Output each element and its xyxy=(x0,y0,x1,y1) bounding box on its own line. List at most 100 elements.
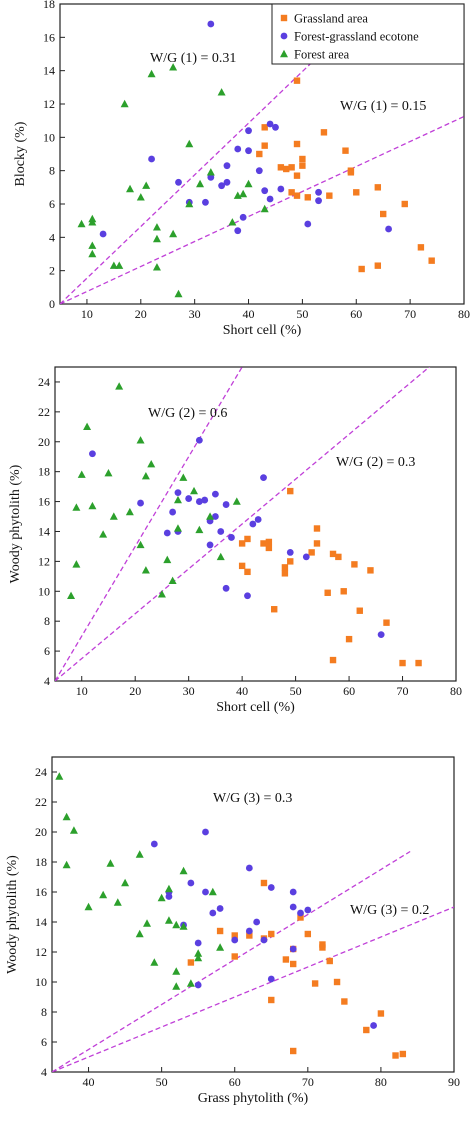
forest-point xyxy=(260,204,269,213)
grassland-point xyxy=(260,879,268,887)
grassland-point xyxy=(290,1047,297,1055)
grassland-point xyxy=(326,192,333,199)
grassland-point xyxy=(401,200,408,208)
grassland-point xyxy=(358,265,365,273)
grassland-point xyxy=(351,561,358,568)
ecotone-point xyxy=(385,225,392,233)
forest-point xyxy=(55,772,64,780)
grassland-point xyxy=(347,167,355,174)
x-tick-label: 60 xyxy=(350,307,362,321)
grassland-point xyxy=(313,525,321,532)
grassland-point xyxy=(265,538,273,546)
x-tick-label: 20 xyxy=(129,684,141,698)
ecotone-point xyxy=(223,162,231,170)
grassland-point xyxy=(417,244,425,251)
grassland-point xyxy=(283,165,290,173)
ecotone-legend-marker xyxy=(280,32,288,40)
forest-point xyxy=(179,866,188,875)
legend-label: Forest area xyxy=(294,48,350,62)
forest-point xyxy=(62,860,71,869)
grassland-point xyxy=(293,77,301,84)
chart-panel-2: 10 20 30 40 50 60 70 80 4 6 8 10 12 14 16 18 20 22 24 Short… xyxy=(8,366,462,715)
ratio-line xyxy=(55,367,431,681)
ecotone-point xyxy=(212,513,219,520)
y-tick-label: 14 xyxy=(43,64,55,78)
forest-point xyxy=(196,179,205,188)
y-tick-label: 20 xyxy=(35,825,47,839)
ecotone-point xyxy=(260,936,268,944)
forest-point xyxy=(67,591,76,599)
ecotone-point xyxy=(231,936,239,944)
grassland-point xyxy=(341,998,348,1005)
grassland-point xyxy=(246,932,253,939)
ecotone-point xyxy=(249,520,257,528)
x-tick-label: 50 xyxy=(156,1075,168,1089)
grassland-point xyxy=(187,959,195,966)
forest-point xyxy=(83,422,92,431)
forest-point xyxy=(228,218,237,226)
y-tick-label: 18 xyxy=(43,0,55,11)
ecotone-point xyxy=(202,198,209,206)
y-tick-label: 20 xyxy=(38,435,50,449)
grassland-point xyxy=(216,927,224,935)
ecotone-point xyxy=(195,498,203,505)
ratio-line xyxy=(52,850,411,1072)
grassland-point xyxy=(367,567,374,574)
grassland-point xyxy=(261,142,268,149)
forest-point xyxy=(121,878,130,887)
ecotone-point xyxy=(148,155,155,163)
grassland-point xyxy=(299,155,306,163)
ecotone-point xyxy=(315,197,322,205)
ecotone-point xyxy=(194,981,202,989)
ecotone-point xyxy=(194,939,202,947)
grassland-point xyxy=(392,1052,399,1059)
ratio-line xyxy=(55,367,243,681)
ecotone-point xyxy=(222,584,230,592)
forest-point xyxy=(194,953,203,962)
ratio-line-label: W/G (3) = 0.3 xyxy=(213,791,292,806)
y-axis-label: Woody phytolith (%) xyxy=(8,464,23,583)
grassland-point xyxy=(377,1010,385,1017)
ecotone-point xyxy=(245,127,252,135)
x-axis-label: Short cell (%) xyxy=(223,323,302,338)
forest-point xyxy=(179,473,188,481)
ecotone-point xyxy=(174,489,182,496)
ecotone-point xyxy=(297,909,304,917)
forest-point xyxy=(186,979,195,987)
x-tick-label: 70 xyxy=(404,307,416,321)
y-tick-label: 24 xyxy=(38,375,50,389)
y-tick-label: 4 xyxy=(49,230,55,244)
grassland-point xyxy=(319,941,326,948)
grassland-point xyxy=(304,194,311,201)
y-tick-label: 8 xyxy=(49,164,55,178)
grassland-point xyxy=(277,164,285,171)
y-tick-label: 10 xyxy=(43,130,55,144)
forest-point xyxy=(141,566,150,574)
forest-point xyxy=(125,507,134,516)
forest-point xyxy=(173,495,182,504)
ecotone-point xyxy=(377,631,385,639)
forest-point xyxy=(173,524,182,532)
forest-point xyxy=(172,967,181,975)
ecotone-point xyxy=(234,227,242,235)
grassland-point xyxy=(329,656,337,664)
ecotone-point xyxy=(222,501,230,508)
forest-point xyxy=(152,223,161,231)
grassland-point xyxy=(261,124,268,131)
ecotone-point xyxy=(289,903,297,911)
forest-point xyxy=(232,497,241,505)
forest-point xyxy=(141,471,150,480)
x-tick-label: 80 xyxy=(450,684,462,698)
grassland-point xyxy=(313,540,321,547)
grassland-point xyxy=(333,978,341,986)
forest-point xyxy=(84,902,93,911)
ecotone-point xyxy=(150,840,158,848)
forest-point xyxy=(77,219,86,228)
x-tick-label: 50 xyxy=(296,307,308,321)
forest-point xyxy=(72,503,81,511)
chart-panel-3: 40 50 60 70 80 90 4 6 8 10 12 14 16 18 20 22 24 Grass phy… xyxy=(5,756,460,1106)
forest-point xyxy=(217,88,226,96)
ecotone-point xyxy=(206,541,214,549)
grassland-point xyxy=(271,606,278,613)
ecotone-point xyxy=(207,20,215,28)
